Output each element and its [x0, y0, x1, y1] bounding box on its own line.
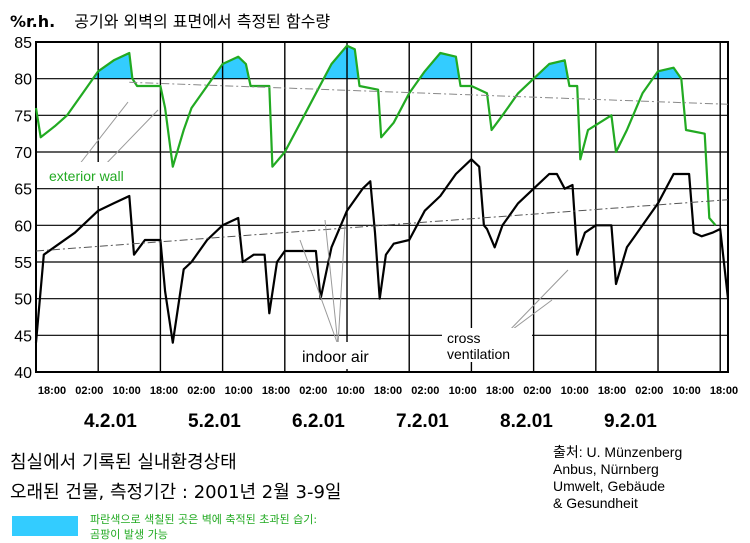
x-tick-label: 02:00 — [187, 385, 215, 397]
exterior-wall-label: exterior wall — [49, 168, 124, 184]
source-line: & Gesundheit — [553, 495, 638, 511]
legend-line-1: 파란색으로 색칠된 곳은 벽에 축적된 초과된 습기: — [90, 513, 318, 526]
y-unit-label: %r.h. — [10, 12, 56, 31]
x-tick-label: 10:00 — [225, 385, 253, 397]
plot-frame — [35, 41, 729, 373]
x-tick-label: 18:00 — [150, 385, 178, 397]
x-tick-label: 18:00 — [486, 385, 514, 397]
note-line-2: 오래된 건물, 측정기간 : 2001년 2월 3-9일 — [10, 482, 342, 503]
y-tick-label: 45 — [14, 328, 32, 345]
x-tick-label: 02:00 — [523, 385, 551, 397]
mould-legend-text: 파란색으로 색칠된 곳은 벽에 축적된 초과된 습기: 곰팡이 발생 가능 — [90, 512, 317, 542]
x-tick-label: 18:00 — [710, 385, 738, 397]
mould-area — [419, 53, 460, 79]
indoor-air-label: indoor air — [302, 349, 369, 366]
y-tick-label: 55 — [14, 255, 32, 272]
annotation-leader — [99, 109, 159, 171]
x-tick-label: 10:00 — [337, 385, 365, 397]
mould-area — [212, 56, 250, 79]
x-tick-label: 18:00 — [374, 385, 402, 397]
annotation-box — [44, 162, 148, 186]
annotation-box — [442, 328, 532, 362]
cross-ventilation-label: cross — [447, 330, 480, 346]
y-tick-label: 70 — [14, 145, 32, 162]
y-tick-label: 65 — [14, 182, 32, 199]
annotation-leader — [299, 239, 339, 346]
x-tick-label: 18:00 — [262, 385, 290, 397]
x-tick-label: 02:00 — [75, 385, 103, 397]
legend-line-2: 곰팡이 발생 가능 — [90, 528, 168, 541]
date-label: 9.2.01 — [604, 411, 657, 432]
chart-title-text: 공기와 외벽의 표면에서 측정된 함수량 — [74, 12, 331, 31]
annotation-leader — [337, 224, 346, 346]
y-tick-label: 50 — [14, 292, 32, 309]
mould-legend-swatch — [12, 516, 78, 536]
y-tick-label: 60 — [14, 218, 32, 235]
exterior-wall-trend-line — [129, 81, 729, 105]
x-tick-label: 10:00 — [113, 385, 141, 397]
date-label: 8.2.01 — [500, 411, 553, 432]
exterior-wall-line — [34, 44, 717, 227]
mould-area — [323, 45, 359, 79]
x-tick-label: 02:00 — [635, 385, 663, 397]
y-tick-label: 40 — [14, 365, 32, 382]
mould-area — [93, 53, 133, 79]
indoor-air-trend-line — [35, 199, 729, 252]
x-tick-label: 02:00 — [299, 385, 327, 397]
source-line: 출처: U. Münzenberg — [553, 444, 683, 460]
x-tick-label: 10:00 — [449, 385, 477, 397]
x-tick-label: 10:00 — [561, 385, 589, 397]
y-tick-label: 85 — [14, 35, 32, 52]
annotation-leader — [74, 101, 129, 171]
annotation-box — [296, 342, 394, 369]
annotation-leader — [504, 269, 569, 336]
source-line: Anbus, Nürnberg — [553, 461, 659, 477]
date-label: 4.2.01 — [84, 411, 137, 432]
annotation-leader — [324, 219, 339, 346]
date-label: 6.2.01 — [292, 411, 345, 432]
x-tick-label: 02:00 — [411, 385, 439, 397]
date-label: 7.2.01 — [396, 411, 449, 432]
cross-ventilation-label: ventilation — [447, 346, 510, 362]
date-label: 5.2.01 — [188, 411, 241, 432]
indoor-air-line — [34, 158, 730, 344]
source-block: 출처: U. Münzenberg Anbus, Nürnberg Umwelt… — [553, 444, 682, 512]
y-tick-label: 75 — [14, 108, 32, 125]
chart-title: %r.h. 공기와 외벽의 표면에서 측정된 함수량 — [10, 8, 330, 32]
y-tick-label: 80 — [14, 72, 32, 89]
mould-area — [533, 60, 569, 79]
chart-plot: 85 80 75 70 65 60 55 50 45 40 18:00 02:00 10:00 18:0… — [14, 35, 738, 397]
source-line: Umwelt, Gebäude — [553, 478, 666, 494]
x-tick-label: 10:00 — [673, 385, 701, 397]
note-line-1: 침실에서 기록된 실내환경상태 — [10, 452, 237, 473]
x-tick-label: 18:00 — [38, 385, 66, 397]
x-tick-label: 18:00 — [598, 385, 626, 397]
